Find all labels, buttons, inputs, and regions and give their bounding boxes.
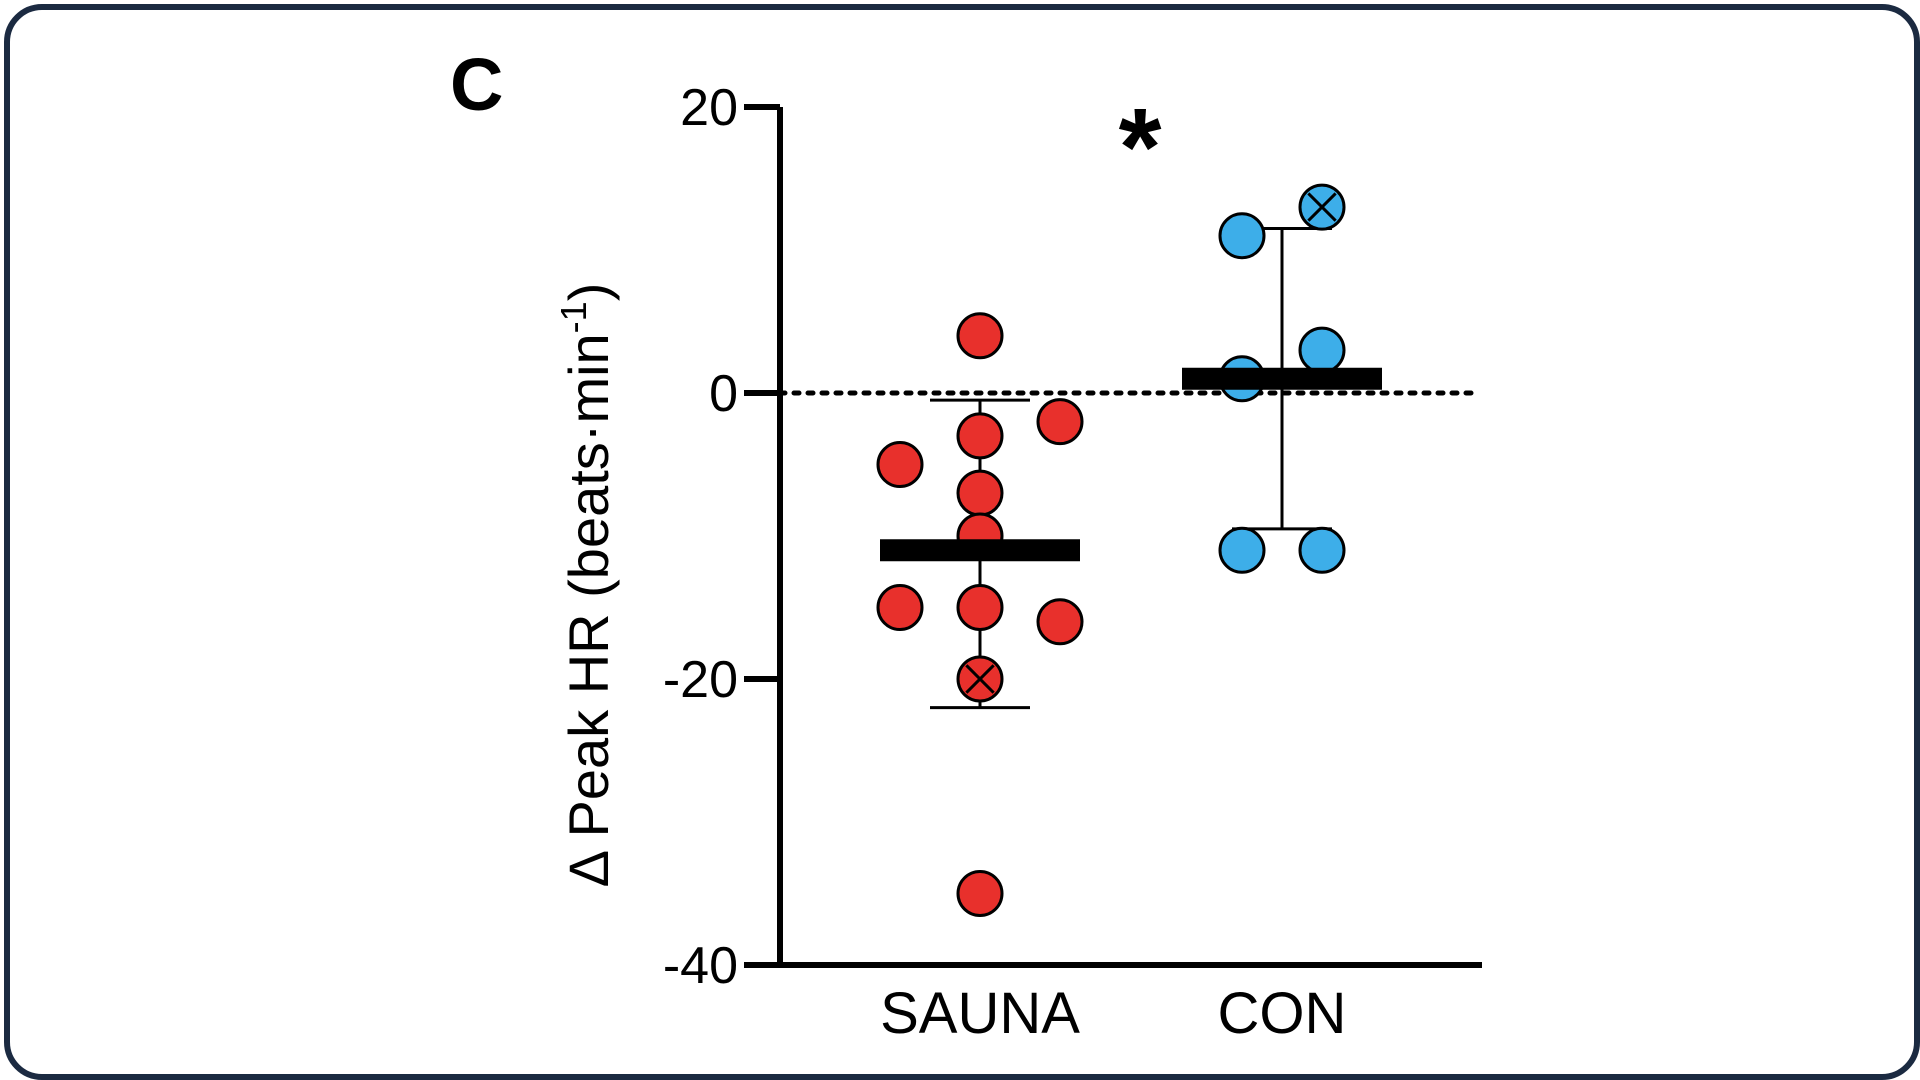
data-point — [876, 584, 924, 631]
significance-asterisk: * — [1119, 86, 1162, 209]
data-point — [956, 870, 1004, 917]
data-point — [1218, 212, 1266, 260]
y-axis-label-close: ) — [557, 283, 620, 302]
data-point — [956, 584, 1004, 631]
y-axis-label: Δ Peak HR (beats·min-1) — [553, 283, 620, 888]
point-cross-mark — [1307, 192, 1337, 222]
data-point — [1298, 526, 1346, 574]
data-point — [1036, 598, 1084, 646]
y-tick-label: -40 — [663, 937, 738, 995]
data-point — [1218, 526, 1266, 574]
data-point — [956, 312, 1004, 360]
data-point — [956, 412, 1004, 460]
data-point — [876, 441, 924, 488]
y-axis-label-superscript: -1 — [553, 301, 594, 333]
y-axis-label-main: Δ Peak HR (beats·min — [557, 333, 620, 887]
y-tick-label: 0 — [709, 365, 738, 423]
y-tick-label: -20 — [663, 651, 738, 709]
plot-area: 20 0 -20 -40 SAUNA CON — [663, 79, 1482, 1046]
y-tick-label: 20 — [680, 79, 738, 137]
x-category-label: CON — [1218, 981, 1347, 1046]
x-category-label: SAUNA — [880, 981, 1080, 1046]
data-point — [1036, 398, 1084, 446]
panel-letter: C — [450, 43, 503, 126]
data-point — [956, 469, 1004, 517]
data-point — [1298, 326, 1346, 374]
point-cross-mark — [965, 664, 995, 694]
